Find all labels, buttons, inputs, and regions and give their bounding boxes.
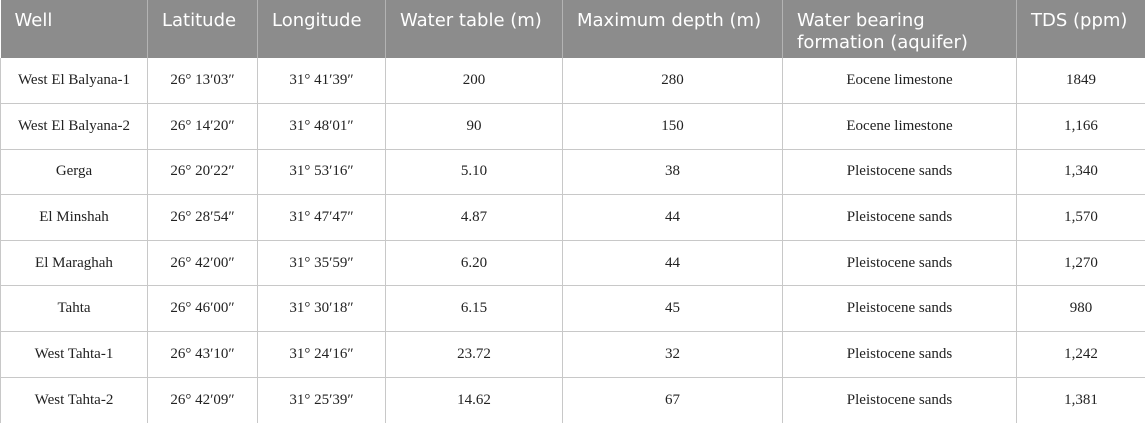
header-maximum-depth: Maximum depth (m) [562, 0, 783, 58]
cell-well: West Tahta-2 [0, 377, 148, 423]
cell-water-table: 23.72 [385, 331, 563, 378]
cell-longitude: 31° 35′59″ [257, 240, 386, 287]
table-row: West Tahta-1 26° 43′10″ 31° 24′16″ 23.72… [0, 331, 1145, 378]
cell-tds: 1,570 [1016, 194, 1145, 241]
cell-aquifer: Pleistocene sands [782, 377, 1017, 423]
cell-longitude: 31° 24′16″ [257, 331, 386, 378]
cell-latitude: 26° 46′00″ [147, 285, 258, 333]
table-body: West El Balyana-1 26° 13′03″ 31° 41′39″ … [0, 58, 1145, 423]
cell-well: Gerga [0, 149, 148, 196]
table-row: Tahta 26° 46′00″ 31° 30′18″ 6.15 45 Plei… [0, 285, 1145, 333]
cell-water-table: 6.20 [385, 240, 563, 287]
cell-latitude: 26° 43′10″ [147, 331, 258, 378]
header-latitude: Latitude [147, 0, 258, 58]
cell-water-table: 90 [385, 103, 563, 150]
cell-tds: 1,340 [1016, 149, 1145, 196]
cell-well: El Minshah [0, 194, 148, 241]
table-row: Gerga 26° 20′22″ 31° 53′16″ 5.10 38 Plei… [0, 149, 1145, 196]
cell-latitude: 26° 28′54″ [147, 194, 258, 241]
cell-tds: 1,242 [1016, 331, 1145, 378]
cell-maximum-depth: 67 [562, 377, 783, 423]
cell-latitude: 26° 20′22″ [147, 149, 258, 196]
cell-maximum-depth: 32 [562, 331, 783, 378]
cell-longitude: 31° 41′39″ [257, 58, 386, 105]
table-header: Well Latitude Longitude Water table (m) … [0, 0, 1145, 58]
header-well: Well [0, 0, 148, 58]
cell-aquifer: Pleistocene sands [782, 194, 1017, 241]
cell-water-table: 14.62 [385, 377, 563, 423]
cell-longitude: 31° 47′47″ [257, 194, 386, 241]
cell-well: West El Balyana-2 [0, 103, 148, 150]
cell-maximum-depth: 44 [562, 194, 783, 241]
cell-longitude: 31° 48′01″ [257, 103, 386, 150]
table-row: West El Balyana-2 26° 14′20″ 31° 48′01″ … [0, 103, 1145, 150]
header-aquifer: Water bearing formation (aquifer) [782, 0, 1017, 58]
cell-longitude: 31° 30′18″ [257, 285, 386, 333]
cell-aquifer: Pleistocene sands [782, 331, 1017, 378]
cell-tds: 1,270 [1016, 240, 1145, 287]
cell-latitude: 26° 42′09″ [147, 377, 258, 423]
cell-well: El Maraghah [0, 240, 148, 287]
cell-water-table: 6.15 [385, 285, 563, 333]
cell-water-table: 4.87 [385, 194, 563, 241]
cell-aquifer: Pleistocene sands [782, 149, 1017, 196]
table-row: West Tahta-2 26° 42′09″ 31° 25′39″ 14.62… [0, 377, 1145, 423]
cell-longitude: 31° 25′39″ [257, 377, 386, 423]
cell-aquifer: Eocene limestone [782, 103, 1017, 150]
cell-latitude: 26° 42′00″ [147, 240, 258, 287]
table-row: West El Balyana-1 26° 13′03″ 31° 41′39″ … [0, 58, 1145, 105]
header-tds: TDS (ppm) [1016, 0, 1145, 58]
cell-well: Tahta [0, 285, 148, 333]
cell-water-table: 5.10 [385, 149, 563, 196]
table-row: El Minshah 26° 28′54″ 31° 47′47″ 4.87 44… [0, 194, 1145, 241]
cell-water-table: 200 [385, 58, 563, 105]
cell-maximum-depth: 38 [562, 149, 783, 196]
cell-well: West El Balyana-1 [0, 58, 148, 105]
cell-maximum-depth: 150 [562, 103, 783, 150]
cell-tds: 1,166 [1016, 103, 1145, 150]
cell-latitude: 26° 14′20″ [147, 103, 258, 150]
cell-aquifer: Pleistocene sands [782, 285, 1017, 333]
cell-maximum-depth: 45 [562, 285, 783, 333]
cell-well: West Tahta-1 [0, 331, 148, 378]
cell-tds: 1849 [1016, 58, 1145, 105]
cell-aquifer: Eocene limestone [782, 58, 1017, 105]
header-longitude: Longitude [257, 0, 386, 58]
cell-tds: 1,381 [1016, 377, 1145, 423]
table-row: El Maraghah 26° 42′00″ 31° 35′59″ 6.20 4… [0, 240, 1145, 287]
cell-aquifer: Pleistocene sands [782, 240, 1017, 287]
cell-longitude: 31° 53′16″ [257, 149, 386, 196]
cell-maximum-depth: 280 [562, 58, 783, 105]
wells-table: Well Latitude Longitude Water table (m) … [0, 0, 1145, 423]
cell-tds: 980 [1016, 285, 1145, 333]
header-water-table: Water table (m) [385, 0, 563, 58]
header-row: Well Latitude Longitude Water table (m) … [0, 0, 1145, 58]
cell-latitude: 26° 13′03″ [147, 58, 258, 105]
cell-maximum-depth: 44 [562, 240, 783, 287]
